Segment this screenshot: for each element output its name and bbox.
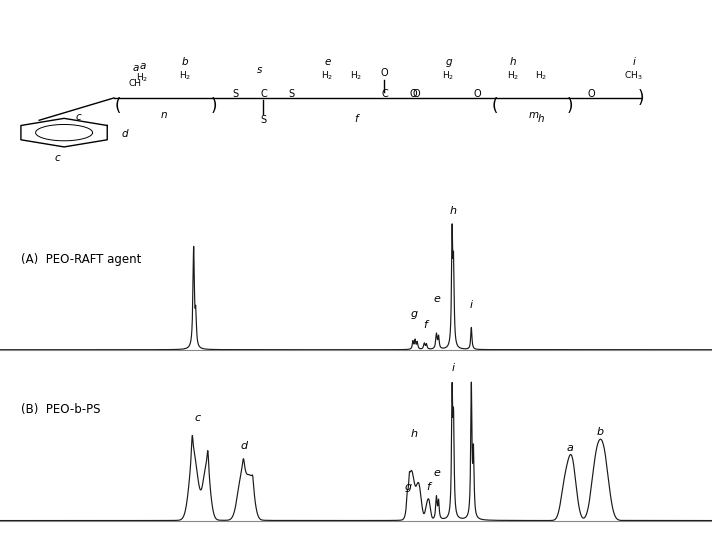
Text: h: h	[538, 114, 545, 125]
Text: h: h	[509, 57, 516, 67]
Text: $\mathrm{H_2}$: $\mathrm{H_2}$	[350, 69, 362, 82]
Text: ): )	[566, 97, 573, 115]
Text: h: h	[449, 206, 456, 216]
Text: g: g	[445, 57, 452, 67]
Text: ): )	[637, 89, 644, 107]
Text: n: n	[160, 111, 167, 120]
Text: a: a	[566, 444, 573, 453]
Text: $\mathrm{H_2}$: $\mathrm{H_2}$	[535, 69, 548, 82]
Text: S: S	[261, 115, 266, 126]
Text: d: d	[121, 129, 128, 139]
Text: i: i	[632, 57, 635, 67]
Text: h: h	[411, 430, 418, 439]
Text: i: i	[451, 363, 454, 373]
Text: (B)  PEO-b-PS: (B) PEO-b-PS	[21, 403, 101, 416]
Text: O: O	[381, 68, 388, 78]
Text: ): )	[210, 97, 217, 115]
Text: O: O	[409, 89, 417, 99]
Text: c: c	[54, 153, 60, 163]
Text: a: a	[132, 63, 138, 74]
Text: d: d	[241, 440, 248, 451]
Text: a: a	[140, 61, 145, 71]
Text: O: O	[413, 89, 420, 99]
Text: s: s	[257, 66, 263, 76]
Text: $\mathrm{H_2}$: $\mathrm{H_2}$	[136, 71, 149, 84]
Text: O: O	[587, 89, 595, 99]
Text: $\mathrm{H_2}$: $\mathrm{H_2}$	[442, 69, 455, 82]
Text: g: g	[411, 309, 418, 319]
Text: f: f	[426, 482, 430, 492]
Text: CH: CH	[129, 79, 142, 88]
Text: $\mathrm{CH_3}$: $\mathrm{CH_3}$	[624, 69, 643, 82]
Text: b: b	[182, 57, 189, 67]
Text: S: S	[289, 89, 295, 99]
Text: f: f	[423, 321, 427, 330]
Text: $\mathrm{H_2}$: $\mathrm{H_2}$	[179, 69, 192, 82]
Text: e: e	[325, 57, 330, 67]
Text: b: b	[597, 427, 604, 437]
Text: m: m	[529, 111, 539, 120]
Text: (: (	[115, 97, 120, 115]
Text: c: c	[75, 112, 81, 122]
Text: $\mathrm{H_2}$: $\mathrm{H_2}$	[321, 69, 334, 82]
Text: C: C	[260, 89, 267, 99]
Text: e: e	[434, 468, 441, 478]
Text: $\mathrm{H_2}$: $\mathrm{H_2}$	[506, 69, 519, 82]
Text: g: g	[404, 482, 412, 492]
Text: S: S	[232, 89, 238, 99]
Text: i: i	[470, 300, 473, 310]
Text: c: c	[195, 413, 201, 423]
Text: e: e	[434, 294, 441, 304]
Text: C: C	[381, 89, 388, 99]
Text: (: (	[492, 97, 498, 115]
Text: (A)  PEO-RAFT agent: (A) PEO-RAFT agent	[21, 252, 142, 266]
Text: O: O	[473, 89, 481, 99]
Text: f: f	[354, 114, 358, 125]
